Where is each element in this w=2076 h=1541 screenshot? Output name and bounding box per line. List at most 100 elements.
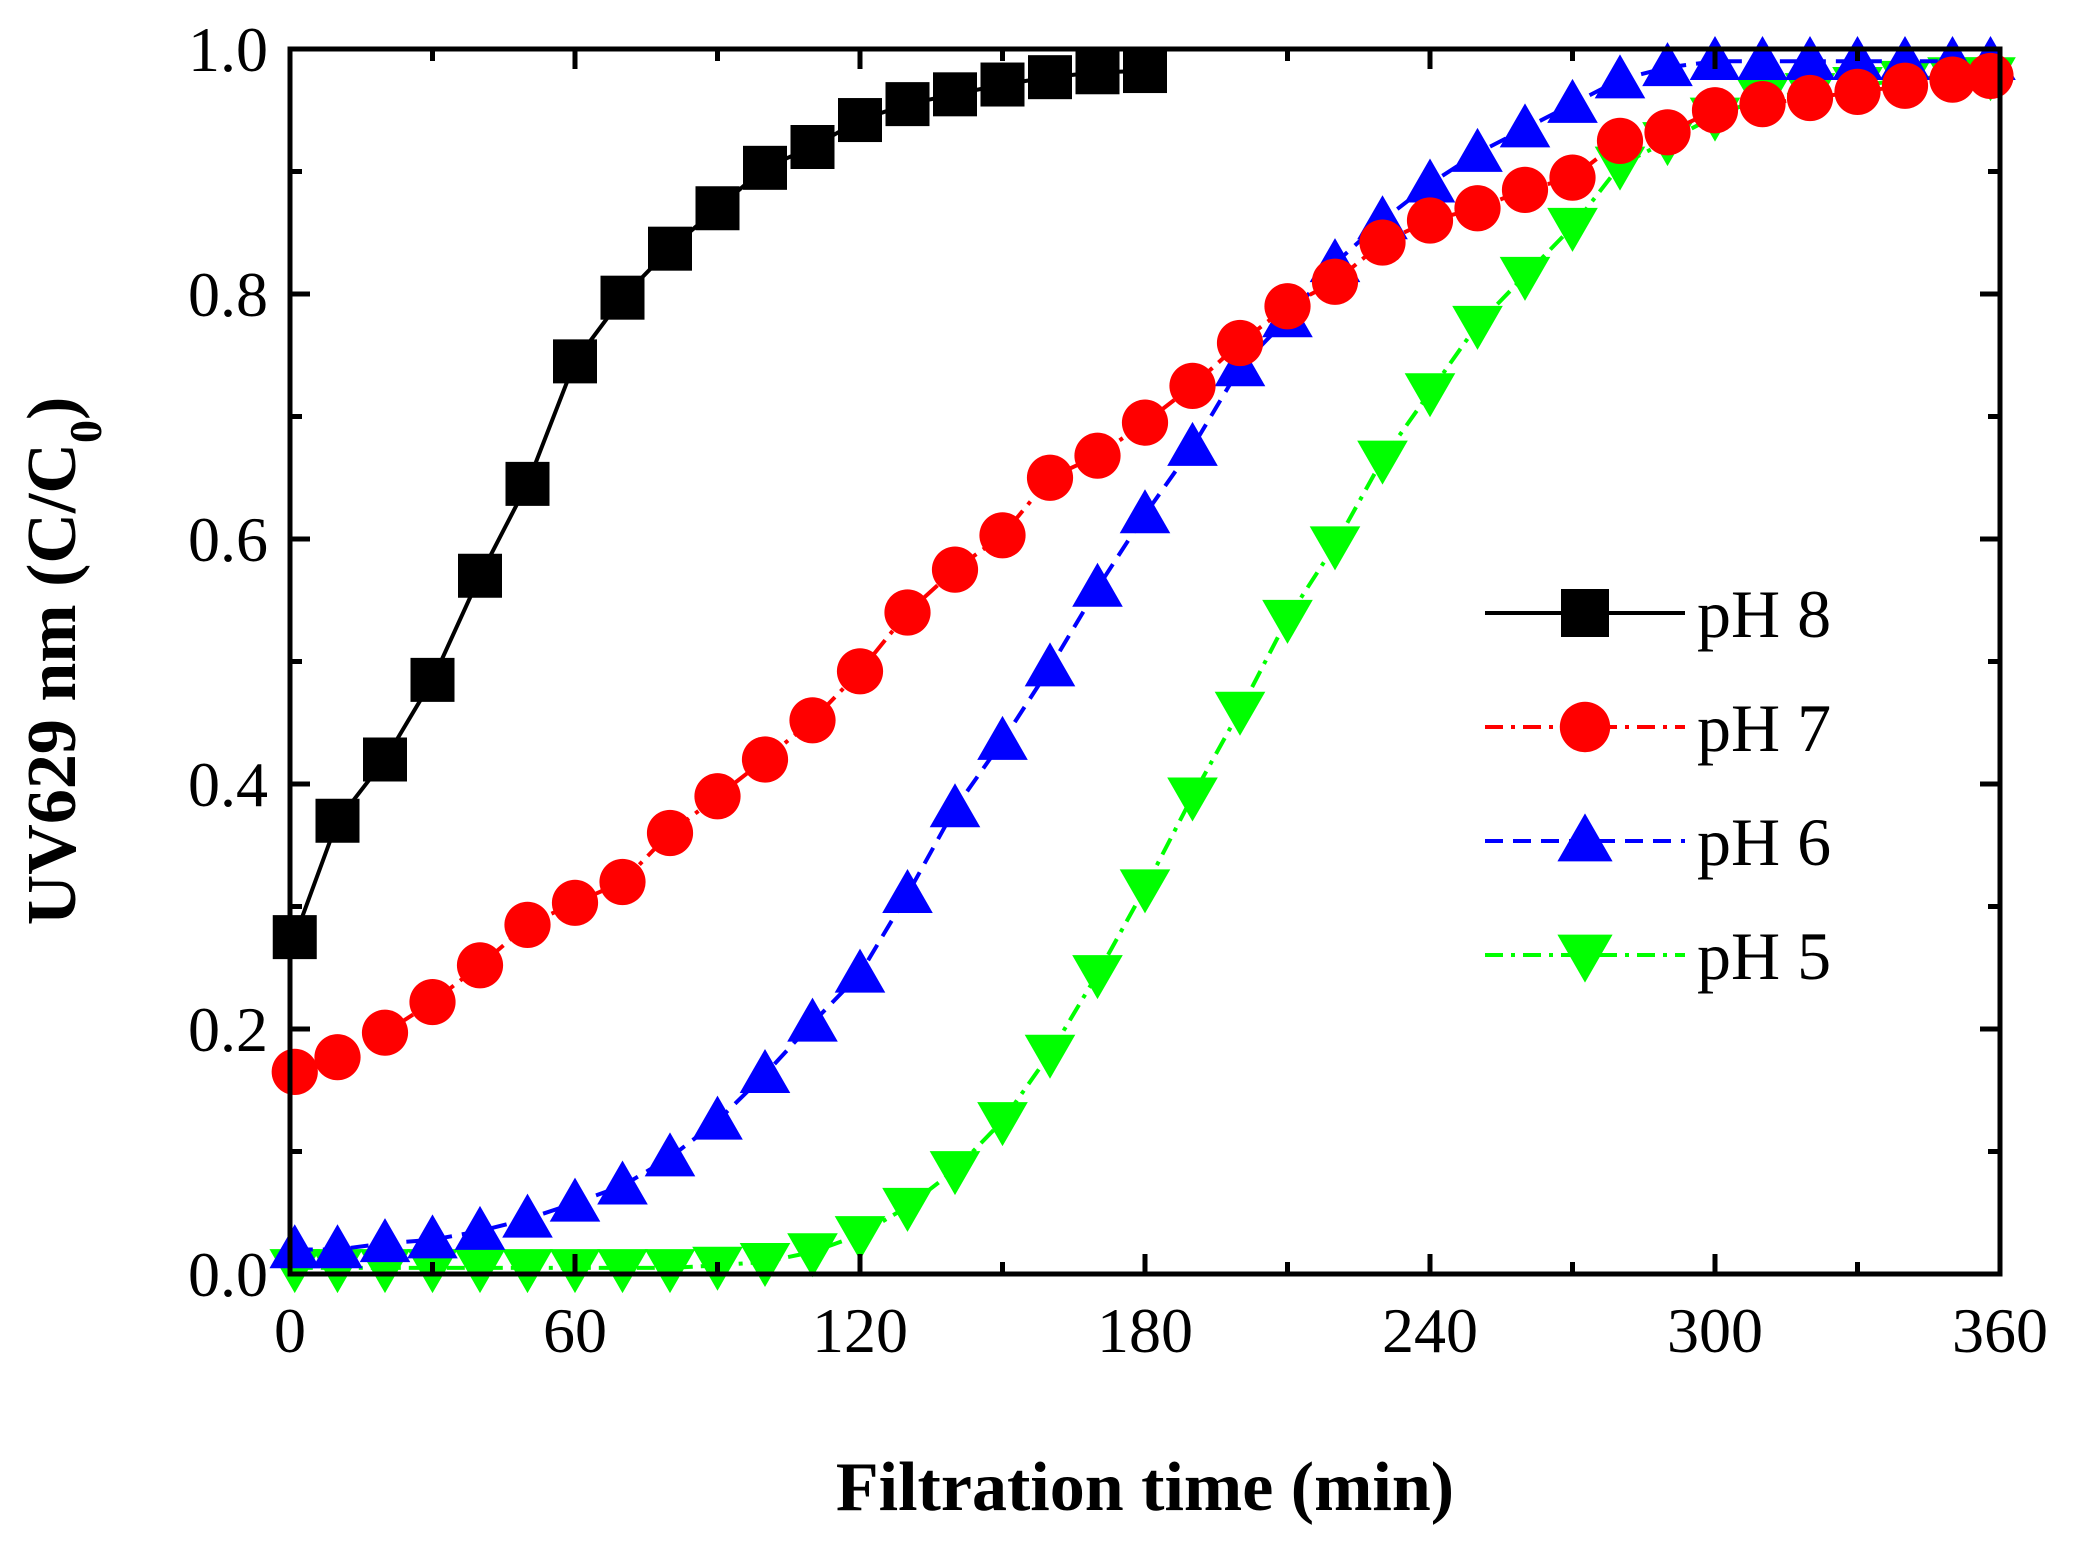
x-tick-labels: 0 60 120 180 240 300 360 (274, 1295, 2048, 1366)
legend-item-ph-7: pH 7 (1485, 690, 1831, 766)
data-point-ph-6 (692, 1095, 743, 1140)
y-tick-label: 0.0 (188, 1239, 268, 1310)
x-tick-label: 180 (1097, 1295, 1193, 1366)
y-axis-title-main: UV629 nm (C/C (14, 443, 91, 925)
data-point-ph-8 (553, 339, 597, 384)
data-point-ph-7 (979, 512, 1026, 559)
data-point-ph-6 (882, 868, 933, 913)
data-point-ph-6 (1119, 489, 1171, 534)
data-point-ph-6 (1404, 158, 1456, 203)
data-point-ph-6 (1737, 35, 1788, 80)
legend-item-ph-6: pH 6 (1485, 804, 1831, 880)
ticks-group (287, 46, 2003, 1277)
data-point-ph-5 (1357, 440, 1408, 485)
data-point-ph-8 (838, 98, 882, 143)
data-point-ph-5 (644, 1249, 696, 1294)
data-point-ph-5 (739, 1243, 791, 1288)
data-point-ph-7 (646, 809, 694, 857)
data-point-ph-7 (1359, 219, 1406, 266)
data-point-ph-6 (834, 948, 886, 993)
data-point-ph-8 (600, 275, 645, 320)
data-point-ph-5 (929, 1151, 981, 1196)
data-point-ph-6 (977, 715, 1028, 760)
data-point-ph-7 (1264, 283, 1311, 330)
data-point-ph-6 (549, 1177, 601, 1222)
data-point-ph-6 (1452, 127, 1503, 172)
data-point-ph-5 (1119, 869, 1171, 914)
data-point-ph-8 (458, 553, 502, 598)
series-ph-8 (272, 49, 1167, 960)
data-point-ph-7 (1644, 109, 1691, 156)
data-point-ph-8 (363, 737, 407, 782)
data-point-ph-7 (931, 546, 979, 593)
data-point-ph-8 (790, 125, 835, 169)
data-point-ph-7 (1501, 166, 1549, 213)
data-point-ph-6 (739, 1049, 791, 1094)
data-point-ph-7 (1967, 52, 2014, 100)
data-point-ph-6 (1594, 54, 1646, 99)
data-point-ph-7 (1929, 56, 1976, 103)
series-ph-7 (271, 52, 2014, 1095)
data-point-ph-8 (648, 226, 692, 271)
x-tick-label: 300 (1667, 1295, 1763, 1366)
y-tick-label: 0.2 (188, 994, 268, 1065)
x-tick-label: 60 (543, 1295, 607, 1366)
data-point-ph-8 (1075, 50, 1120, 95)
data-point-ph-5 (1072, 955, 1123, 1000)
data-point-ph-7 (1691, 87, 1739, 134)
data-point-ph-6 (929, 783, 981, 828)
data-point-ph-8 (410, 657, 455, 702)
legend-label-ph-6: pH 6 (1697, 804, 1831, 880)
data-point-ph-7 (1739, 81, 1786, 128)
data-point-ph-7 (1121, 399, 1169, 446)
data-point-ph-8 (885, 82, 930, 127)
data-point-ph-5 (1404, 373, 1456, 418)
data-point-ph-7 (599, 858, 646, 906)
data-point-ph-7 (361, 1009, 409, 1056)
data-point-ph-8 (743, 145, 787, 190)
data-point-ph-5 (1452, 305, 1503, 350)
x-tick-label: 0 (274, 1295, 306, 1366)
data-point-ph-8 (980, 62, 1025, 107)
legend-marker-ph-7 (1559, 701, 1611, 753)
data-point-ph-8 (505, 461, 550, 506)
data-point-ph-6 (1499, 103, 1551, 148)
data-point-ph-5 (1547, 207, 1598, 252)
data-point-ph-7 (1311, 258, 1359, 305)
legend-marker-ph-8 (1561, 589, 1609, 637)
y-tick-label: 0.4 (188, 749, 268, 820)
data-point-ph-8 (315, 798, 360, 843)
data-point-ph-5 (1024, 1034, 1076, 1079)
data-point-ph-6 (502, 1193, 553, 1238)
y-tick-labels: 0.0 0.2 0.4 0.6 0.8 1.0 (188, 14, 268, 1310)
legend-label-ph-7: pH 7 (1697, 690, 1831, 766)
data-point-ph-6 (269, 1224, 321, 1269)
data-point-ph-7 (1834, 68, 1881, 115)
y-axis-title-suffix: ) (14, 397, 91, 420)
data-point-ph-7 (741, 736, 789, 783)
series-group (269, 35, 2016, 1294)
data-point-ph-7 (836, 648, 884, 695)
y-axis-title-group: UV629 nm (C/C0) (14, 397, 111, 926)
data-point-ph-7 (504, 901, 551, 948)
data-point-ph-7 (1454, 185, 1501, 232)
data-point-ph-6 (1072, 562, 1123, 607)
y-tick-label: 0.8 (188, 259, 268, 330)
legend-label-ph-5: pH 5 (1697, 918, 1831, 994)
x-tick-label: 240 (1382, 1295, 1478, 1366)
data-point-ph-5 (787, 1233, 838, 1278)
legend-item-ph-5: pH 5 (1485, 918, 1831, 994)
x-axis-title: Filtration time (min) (836, 1449, 1454, 1526)
y-axis-title-subscript: 0 (60, 420, 111, 443)
data-point-ph-6 (454, 1205, 506, 1250)
y-tick-label: 0.6 (188, 504, 268, 575)
data-point-ph-7 (694, 773, 741, 820)
data-point-ph-6 (1167, 421, 1218, 466)
data-point-ph-7 (1881, 62, 1929, 109)
data-point-ph-7 (1549, 154, 1596, 201)
data-point-ph-8 (695, 186, 740, 231)
data-point-ph-5 (597, 1249, 648, 1294)
legend-marker-ph-5 (1557, 934, 1613, 983)
data-point-ph-6 (787, 997, 838, 1042)
